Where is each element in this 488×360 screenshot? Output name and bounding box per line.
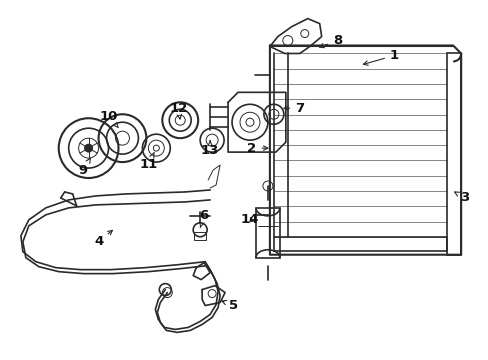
Text: 8: 8 xyxy=(319,34,342,48)
Text: 7: 7 xyxy=(284,102,304,115)
Text: 4: 4 xyxy=(94,230,112,248)
Bar xyxy=(255,208,279,258)
Text: 1: 1 xyxy=(363,49,398,65)
Text: 5: 5 xyxy=(222,299,238,312)
Text: 10: 10 xyxy=(99,110,118,128)
Text: 14: 14 xyxy=(240,213,259,226)
Bar xyxy=(273,237,447,251)
Text: 9: 9 xyxy=(78,158,90,176)
Text: 3: 3 xyxy=(454,192,469,204)
Text: 2: 2 xyxy=(247,141,267,155)
Text: 6: 6 xyxy=(199,210,208,228)
Bar xyxy=(447,54,460,255)
Bar xyxy=(194,232,206,240)
Text: 11: 11 xyxy=(139,152,157,171)
Text: 13: 13 xyxy=(201,141,219,157)
Text: 12: 12 xyxy=(169,102,187,119)
Circle shape xyxy=(84,144,92,152)
